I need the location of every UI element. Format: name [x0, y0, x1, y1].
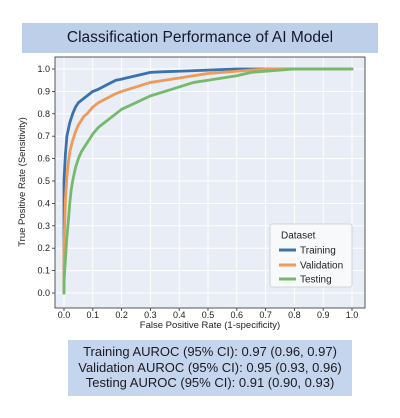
y-tick-label: 0.5 — [37, 176, 50, 186]
series-lines — [62, 67, 354, 295]
series-line-testing — [62, 67, 354, 295]
y-tick-label: 0.3 — [37, 221, 50, 231]
title-banner: Classification Performance of AI Model — [22, 23, 378, 53]
auroc-summary-box: Training AUROC (95% CI): 0.97 (0.96, 0.9… — [68, 340, 352, 396]
x-tick-label: 1.0 — [346, 310, 359, 320]
series-line-validation — [62, 67, 354, 295]
y-tick-label: 0.2 — [37, 243, 50, 253]
y-tick-label: 0.6 — [37, 154, 50, 164]
y-axis: 0.0 0.1 0.2 0.3 0.4 0.5 0.6 0.7 0.8 0.9 1.0 — [37, 64, 55, 298]
legend-label-validation: Validation — [300, 261, 343, 272]
series-line-training — [62, 67, 354, 295]
legend-label-training: Training — [300, 246, 336, 257]
x-tick-label: 0.3 — [144, 310, 157, 320]
y-tick-label: 0.1 — [37, 266, 50, 276]
x-tick-label: 0.6 — [231, 310, 244, 320]
legend-label-testing: Testing — [300, 275, 332, 286]
y-tick-label: 0.8 — [37, 109, 50, 119]
legend-title: Dataset — [281, 231, 316, 242]
auroc-line-training: Training AUROC (95% CI): 0.97 (0.96, 0.9… — [83, 344, 337, 359]
x-tick-label: 0.0 — [58, 310, 71, 320]
x-axis-label: False Positive Rate (1-specificity) — [140, 320, 280, 331]
x-tick-label: 0.1 — [87, 310, 100, 320]
chart-title: Classification Performance of AI Model — [66, 29, 334, 46]
plot-frame — [54, 56, 366, 309]
legend-box — [269, 223, 353, 288]
y-tick-label: 0.7 — [37, 131, 50, 141]
x-tick-label: 0.2 — [115, 310, 128, 320]
y-tick-label: 0.4 — [37, 198, 50, 208]
auroc-line-testing: Testing AUROC (95% CI): 0.91 (0.90, 0.93… — [85, 375, 335, 390]
y-tick-label: 0.9 — [37, 86, 50, 96]
y-tick-label: 0.0 — [37, 288, 50, 298]
x-tick-label: 0.7 — [259, 310, 272, 320]
auroc-line-validation: Validation AUROC (95% CI): 0.95 (0.93, 0… — [78, 359, 342, 375]
x-tick-label: 0.9 — [317, 310, 330, 320]
x-axis: 0.0 0.1 0.2 0.3 0.4 0.5 0.6 0.7 0.8 0.9 1.0 — [58, 308, 359, 320]
y-tick-label: 1.0 — [37, 64, 50, 74]
x-tick-label: 0.5 — [202, 310, 215, 320]
x-tick-label: 0.4 — [173, 310, 186, 320]
y-axis-label: True Positive Rate (Sensitivity) — [17, 117, 28, 247]
x-tick-label: 0.8 — [288, 310, 301, 320]
legend: Dataset Training Validation Testing — [269, 223, 353, 288]
